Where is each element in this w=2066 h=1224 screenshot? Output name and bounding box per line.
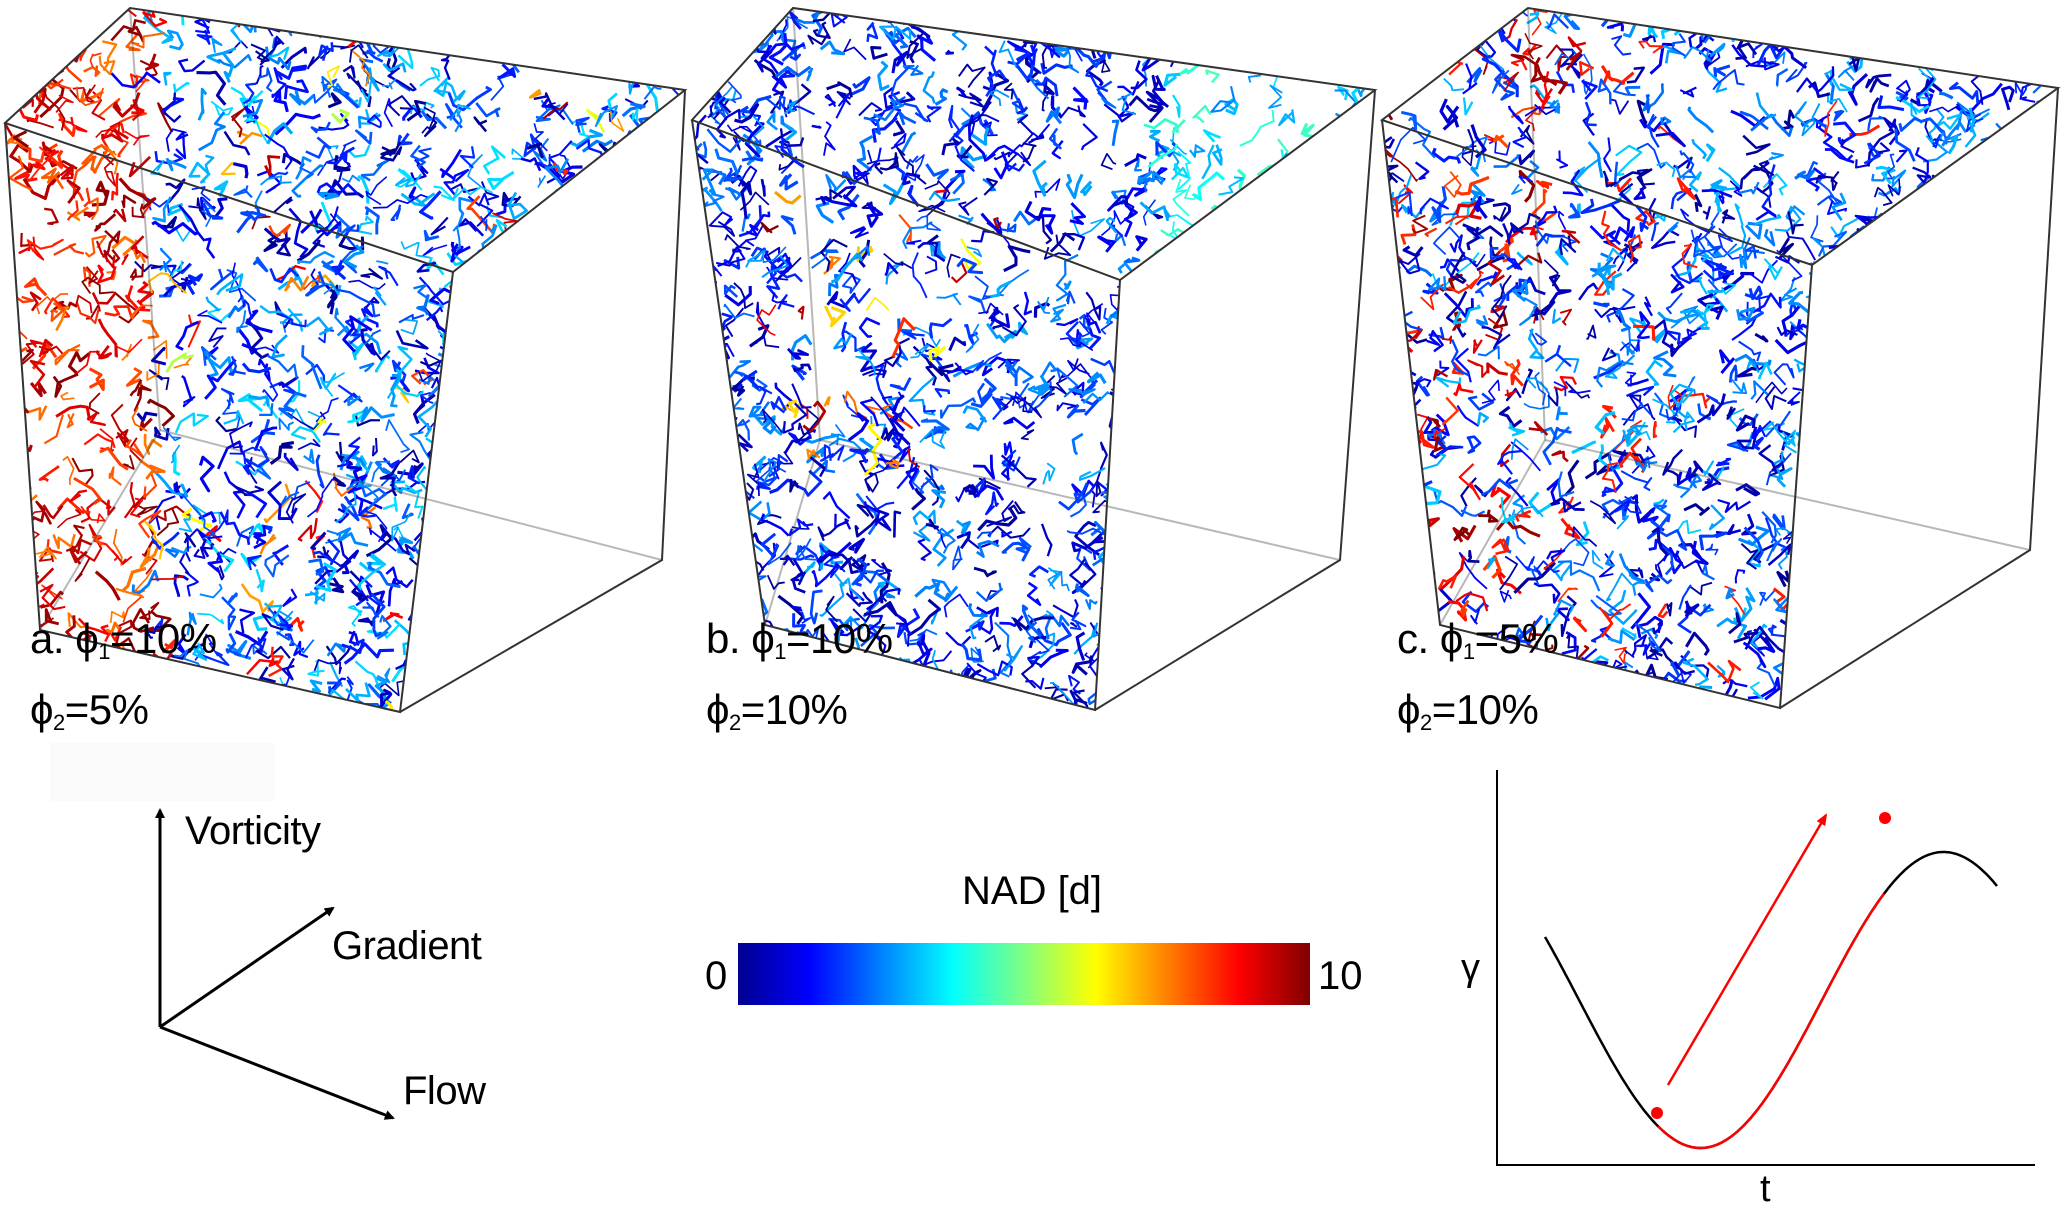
strain-plot-axes	[1496, 770, 2035, 1166]
cube-frame-a	[3, 6, 688, 714]
panel-b-phi2-value: =10%	[740, 686, 848, 733]
panel-b-phi2-subscript: 2	[729, 710, 741, 735]
colorbar-gradient	[738, 943, 1310, 1005]
panel-c-phi1-value: =5%	[1474, 615, 1559, 662]
panel-label-a: a. ϕ1=10% ϕ2=5%	[30, 613, 217, 749]
panel-b-prefix: b.	[706, 615, 752, 662]
flow-label: Flow	[403, 1069, 486, 1113]
panel-a-phi2-subscript: 2	[53, 710, 65, 735]
colorbar-title: NAD [d]	[962, 869, 1103, 913]
panel-label-b: b. ϕ1=10% ϕ2=10%	[706, 613, 893, 749]
panel-label-c: c. ϕ1=5% ϕ2=10%	[1397, 613, 1559, 749]
cube-frame-b	[690, 6, 1378, 712]
strain-highlight-segment	[1657, 892, 1886, 1150]
strain-max-point	[1879, 812, 1891, 824]
panel-c-prefix: c.	[1397, 615, 1440, 662]
panel-a-prefix: a.	[30, 615, 76, 662]
cube-frame-c	[1379, 6, 2061, 710]
colorbar-min-label: 0	[705, 954, 728, 998]
strain-min-point	[1651, 1107, 1663, 1119]
flow-axis-arrow	[159, 1025, 395, 1120]
panel-c-phi2-symbol: ϕ	[1397, 686, 1421, 733]
panel-c-phi1-subscript: 1	[1462, 639, 1475, 664]
panel-c-phi1-symbol: ϕ	[1439, 615, 1464, 662]
panel-c-phi2-subscript: 2	[1420, 710, 1432, 735]
blank-placeholder	[50, 743, 275, 801]
panel-a-phi1-subscript: 1	[98, 639, 110, 664]
strain-plot	[1496, 770, 2035, 1166]
panel-a-phi2-value: =5%	[64, 686, 149, 733]
loading-direction-arrow	[1666, 813, 1828, 1086]
panel-c-phi2-value: =10%	[1431, 686, 1539, 733]
coordinate-axes	[155, 808, 395, 1120]
panel-a-phi1-symbol: ϕ	[75, 615, 99, 662]
colorbar-max-label: 10	[1318, 954, 1363, 998]
gradient-label: Gradient	[332, 924, 482, 968]
panel-b-phi1-symbol: ϕ	[751, 615, 775, 662]
gradient-axis-arrow	[159, 906, 335, 1029]
panel-a-phi1-value: =10%	[109, 615, 217, 662]
vorticity-label: Vorticity	[185, 809, 321, 853]
panel-b-phi1-subscript: 1	[774, 639, 786, 664]
panel-b-phi1-value: =10%	[785, 615, 893, 662]
strain-xlabel: t	[1760, 1168, 1771, 1210]
strain-curve	[1543, 850, 1998, 1150]
strain-ylabel: γ	[1461, 947, 1480, 989]
panel-a-phi2-symbol: ϕ	[30, 686, 54, 733]
panel-b-phi2-symbol: ϕ	[706, 686, 730, 733]
